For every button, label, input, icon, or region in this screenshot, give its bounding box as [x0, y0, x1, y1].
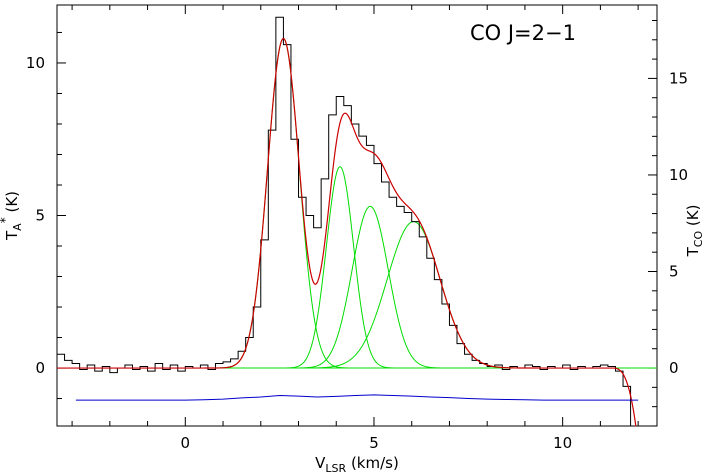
- x-tick-label: 10: [553, 434, 572, 452]
- fit-component-line: [282, 166, 397, 369]
- plot-frame: [56, 4, 658, 427]
- observed-spectrum-line: [57, 16, 639, 427]
- y-tick-label-right: 15: [669, 69, 688, 87]
- fit-component-line: [294, 205, 446, 369]
- y-tick-label-right: 10: [669, 166, 688, 184]
- chart-title: CO J=2−1: [470, 21, 576, 45]
- y-tick-label-left: 10: [26, 54, 45, 72]
- residual-line: [75, 394, 639, 401]
- y-tick-label-left: 5: [35, 207, 45, 225]
- labels-layer: CO J=2−1 0 5 10 0 5 10 0 5 10 15 VLSR (km/s) TA* (K…: [0, 21, 705, 473]
- total-fit-line: [57, 37, 637, 427]
- y-tick-label-left: 0: [35, 359, 45, 377]
- y-tick-label-right: 0: [669, 359, 679, 377]
- axes-layer: [56, 4, 658, 427]
- x-tick-label: 5: [369, 434, 379, 452]
- data-layer: [57, 16, 657, 427]
- x-tick-label: 0: [181, 434, 191, 452]
- fit-component-line: [302, 221, 525, 369]
- y-tick-label-right: 5: [669, 262, 679, 280]
- y-axis-label-right: TCO (K): [684, 205, 705, 258]
- y-axis-label-left: TA* (K): [0, 191, 24, 241]
- x-axis-label: VLSR (km/s): [315, 454, 399, 473]
